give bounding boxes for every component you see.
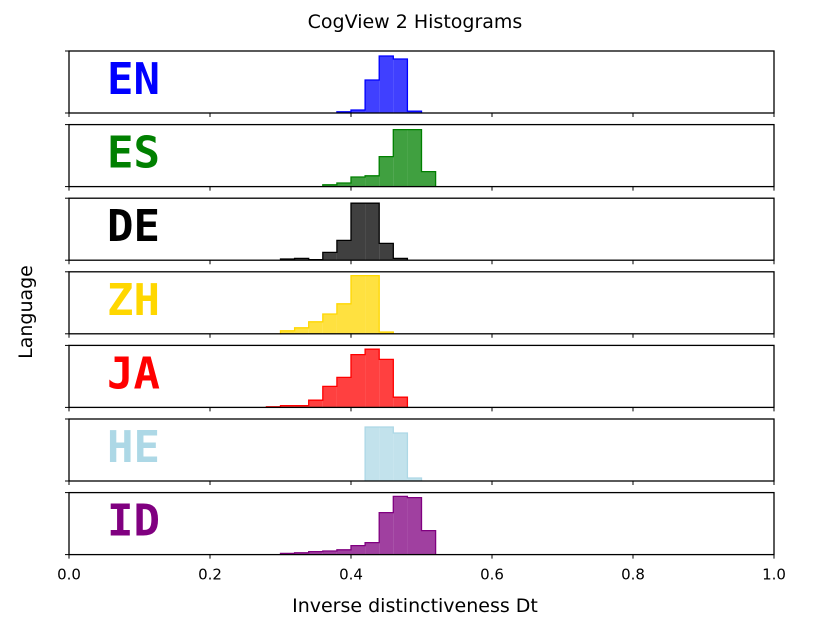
bar-zh-3 (322, 314, 337, 334)
bar-es-7 (421, 171, 436, 187)
bar-ja-4 (322, 386, 337, 408)
panel-de: DE (65, 197, 775, 265)
outline-en (336, 55, 423, 113)
bar-zh-0 (280, 330, 295, 334)
bar-zh-6 (365, 275, 380, 334)
panel-zh: ZH (65, 271, 775, 338)
panel-frame-id (68, 491, 775, 556)
outline-es (322, 128, 437, 187)
bar-en-3 (379, 56, 394, 113)
x-axis: 0.0 0.2 0.4 0.6 0.8 1.0 (57, 566, 786, 584)
bar-id-10 (421, 530, 436, 555)
bar-de-6 (365, 203, 380, 261)
x-tick-label: 1.0 (762, 566, 786, 584)
bar-de-7 (379, 243, 394, 261)
outline-zh (279, 274, 394, 334)
panel-en: EN (65, 50, 775, 117)
x-tick-label: 0.0 (57, 566, 81, 584)
bar-he-3 (407, 478, 422, 481)
panel-frame-en (68, 50, 775, 114)
panel-frame-es (68, 123, 775, 188)
bar-he-1 (379, 427, 394, 481)
chart-title: CogView 2 Histograms (308, 11, 523, 33)
bar-he-0 (365, 427, 380, 481)
language-label-id: ID (107, 496, 160, 547)
bar-zh-7 (379, 332, 394, 334)
panel-frame-he (68, 418, 775, 482)
x-tick-label: 0.4 (339, 566, 363, 584)
bar-ja-5 (336, 377, 351, 408)
bar-en-2 (365, 80, 380, 113)
bar-ja-6 (351, 354, 366, 408)
bar-ja-9 (393, 397, 408, 408)
panel-frame-ja (68, 344, 775, 409)
bar-ja-3 (308, 400, 323, 408)
bar-id-2 (308, 551, 323, 555)
bar-id-8 (393, 496, 408, 555)
bar-de-5 (351, 203, 366, 261)
bar-id-3 (322, 551, 337, 555)
language-label-ja: JA (107, 348, 160, 399)
bar-zh-2 (308, 321, 323, 334)
bar-id-9 (407, 497, 422, 555)
bar-es-3 (365, 175, 380, 187)
bar-es-4 (379, 156, 394, 187)
bar-id-1 (294, 552, 309, 555)
bar-he-2 (393, 433, 408, 481)
bar-zh-4 (336, 303, 351, 334)
bar-de-1 (294, 258, 309, 261)
bar-es-2 (351, 177, 366, 187)
language-label-es: ES (107, 128, 160, 179)
language-label-he: HE (107, 422, 160, 473)
panel-frame-zh (68, 271, 775, 335)
x-tick-label: 0.6 (480, 566, 504, 584)
bar-es-6 (407, 129, 422, 187)
bar-zh-1 (294, 327, 309, 334)
x-tick-label: 0.8 (621, 566, 645, 584)
bar-de-8 (393, 258, 408, 261)
bar-de-4 (336, 240, 351, 261)
bar-es-5 (393, 129, 408, 187)
language-label-zh: ZH (107, 275, 160, 326)
bar-ja-2 (294, 405, 309, 408)
bar-en-5 (407, 111, 422, 113)
bar-es-1 (336, 183, 351, 187)
language-label-en: EN (107, 54, 160, 105)
x-tick-label: 0.2 (198, 566, 222, 584)
bar-id-6 (365, 542, 380, 555)
panel-frame-de (68, 197, 775, 261)
bar-en-4 (393, 59, 408, 113)
language-label-de: DE (107, 201, 160, 252)
bar-ja-8 (379, 359, 394, 408)
bar-id-7 (379, 512, 394, 555)
outline-de (279, 202, 409, 261)
bar-ja-1 (280, 405, 295, 408)
outline-he (364, 426, 423, 481)
panel-id: ID (65, 491, 775, 559)
bar-en-1 (351, 110, 366, 113)
x-axis-label: Inverse distinctiveness Dt (292, 595, 538, 617)
bar-es-0 (322, 184, 337, 187)
bar-id-5 (351, 545, 366, 555)
panel-es: ES (65, 123, 775, 191)
bar-id-4 (336, 549, 351, 555)
bar-de-3 (322, 252, 337, 261)
bar-zh-5 (351, 275, 366, 334)
outline-id (279, 495, 437, 555)
panels: EN ES DE ZH JA HE ID (65, 50, 775, 559)
panel-ja: JA (65, 344, 775, 412)
bar-ja-7 (365, 349, 380, 408)
panel-he: HE (65, 418, 775, 485)
y-axis-label: Language (15, 265, 37, 359)
outline-ja (265, 348, 409, 408)
